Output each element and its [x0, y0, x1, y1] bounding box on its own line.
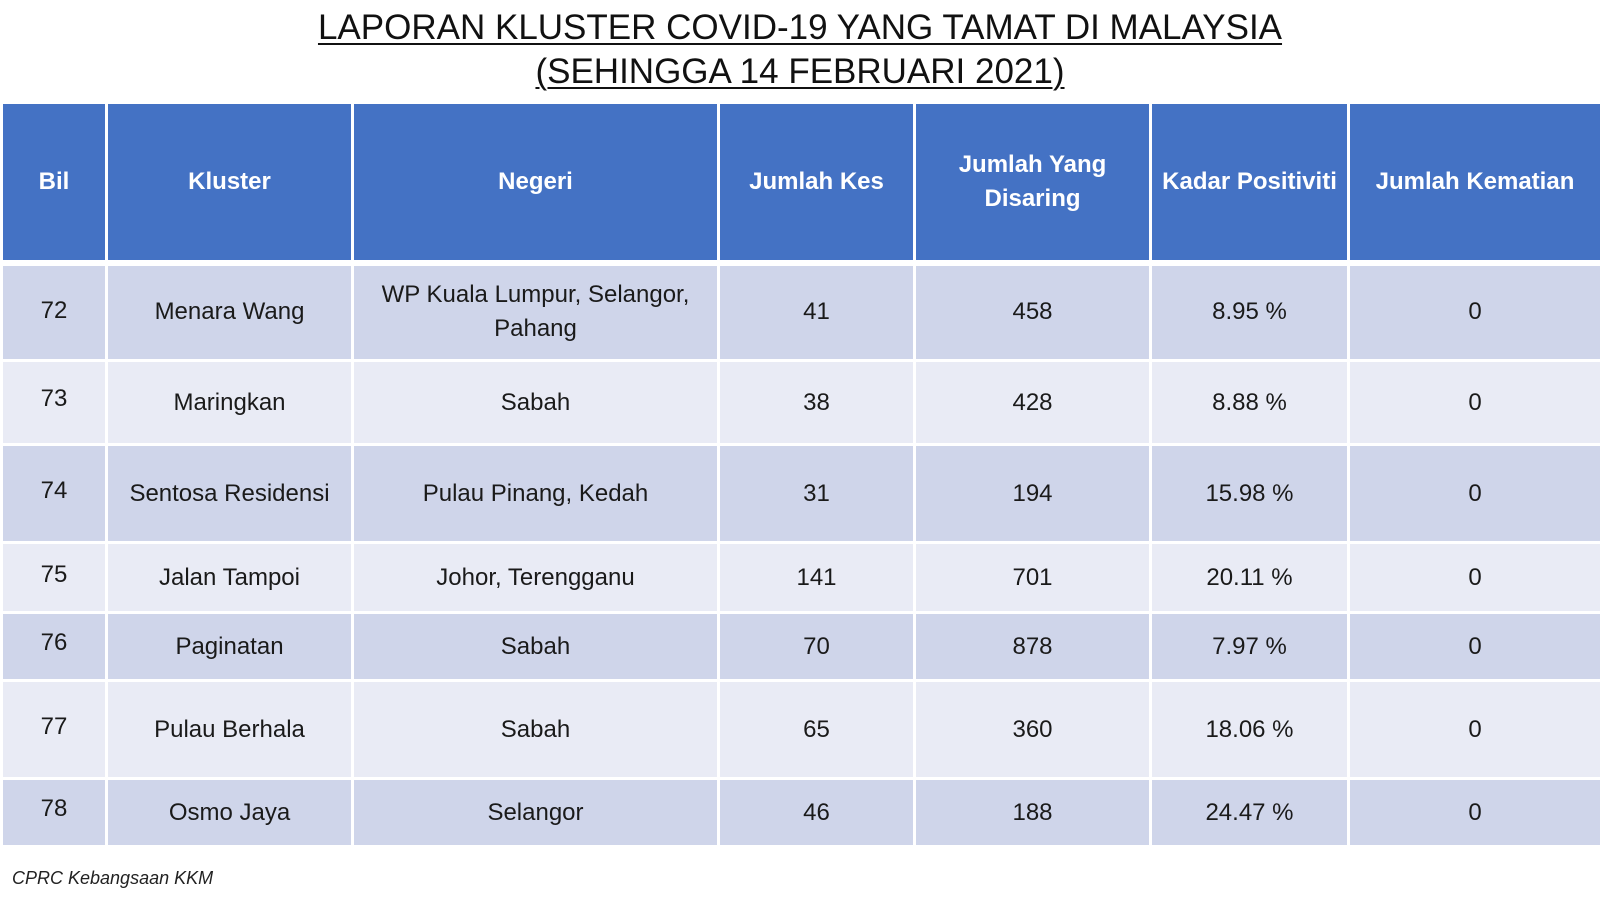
cell-kadar-positiviti: 7.97 %	[1149, 611, 1350, 682]
cell-kluster: Osmo Jaya	[105, 777, 354, 848]
cell-jumlah-kes: 141	[717, 541, 916, 614]
cell-kadar-positiviti: 24.47 %	[1149, 777, 1350, 848]
cell-bil: 76	[0, 611, 108, 682]
cell-jumlah-kes: 70	[717, 611, 916, 682]
header-kluster: Kluster	[105, 101, 354, 266]
cell-negeri: Sabah	[351, 611, 720, 682]
cell-kluster: Menara Wang	[105, 261, 354, 362]
cell-jumlah-disaring: 878	[913, 611, 1152, 682]
cell-bil: 74	[0, 443, 108, 544]
source-note: CPRC Kebangsaan KKM	[12, 868, 214, 888]
table-row: 74 Sentosa Residensi Pulau Pinang, Kedah…	[0, 443, 1600, 544]
cell-jumlah-kematian: 0	[1347, 359, 1600, 446]
cell-kluster: Pulau Berhala	[105, 679, 354, 780]
cell-jumlah-disaring: 360	[913, 679, 1152, 780]
header-jumlah-kes: Jumlah Kes	[717, 101, 916, 266]
cell-jumlah-kematian: 0	[1347, 261, 1600, 362]
cell-bil: 75	[0, 541, 108, 614]
table-row: 78 Osmo Jaya Selangor 46 188 24.47 % 0	[0, 777, 1600, 848]
cell-kadar-positiviti: 8.88 %	[1149, 359, 1350, 446]
table-row: 75 Jalan Tampoi Johor, Terengganu 141 70…	[0, 541, 1600, 614]
header-bil: Bil	[0, 101, 108, 266]
cell-kluster: Sentosa Residensi	[105, 443, 354, 544]
header-jumlah-kematian: Jumlah Kematian	[1347, 101, 1600, 266]
report-title-line-2: (SEHINGGA 14 FEBRUARI 2021)	[535, 52, 1065, 91]
cell-bil: 78	[0, 777, 108, 848]
table-row: 76 Paginatan Sabah 70 878 7.97 % 0	[0, 611, 1600, 682]
cell-jumlah-kematian: 0	[1347, 777, 1600, 848]
cell-jumlah-kematian: 0	[1347, 541, 1600, 614]
cell-jumlah-disaring: 701	[913, 541, 1152, 614]
cell-bil: 72	[0, 261, 108, 362]
cluster-table: Bil Kluster Negeri Jumlah Kes Jumlah Yan…	[0, 101, 1600, 848]
table-row: 73 Maringkan Sabah 38 428 8.88 % 0	[0, 359, 1600, 446]
cell-jumlah-disaring: 458	[913, 261, 1152, 362]
cell-jumlah-kes: 31	[717, 443, 916, 544]
cell-bil: 73	[0, 359, 108, 446]
cell-jumlah-kes: 41	[717, 261, 916, 362]
cell-kluster: Jalan Tampoi	[105, 541, 354, 614]
cell-jumlah-kes: 65	[717, 679, 916, 780]
report-title: LAPORAN KLUSTER COVID-19 YANG TAMAT DI M…	[0, 6, 1600, 94]
cell-jumlah-kematian: 0	[1347, 679, 1600, 780]
header-negeri: Negeri	[351, 101, 720, 266]
cell-kadar-positiviti: 8.95 %	[1149, 261, 1350, 362]
cell-kluster: Paginatan	[105, 611, 354, 682]
cell-kadar-positiviti: 20.11 %	[1149, 541, 1350, 614]
cell-kadar-positiviti: 18.06 %	[1149, 679, 1350, 780]
cell-negeri: Selangor	[351, 777, 720, 848]
cell-jumlah-disaring: 194	[913, 443, 1152, 544]
cell-negeri: Sabah	[351, 679, 720, 780]
cell-negeri: Pulau Pinang, Kedah	[351, 443, 720, 544]
table-row: 72 Menara Wang WP Kuala Lumpur, Selangor…	[0, 261, 1600, 362]
cell-jumlah-kematian: 0	[1347, 611, 1600, 682]
cell-negeri: WP Kuala Lumpur, Selangor, Pahang	[351, 261, 720, 362]
table-header-row: Bil Kluster Negeri Jumlah Kes Jumlah Yan…	[0, 101, 1600, 266]
header-jumlah-disaring: Jumlah Yang Disaring	[913, 101, 1152, 266]
cell-bil: 77	[0, 679, 108, 780]
header-kadar-positiviti: Kadar Positiviti	[1149, 101, 1350, 266]
cell-jumlah-kes: 46	[717, 777, 916, 848]
cell-kluster: Maringkan	[105, 359, 354, 446]
cell-negeri: Sabah	[351, 359, 720, 446]
cell-kadar-positiviti: 15.98 %	[1149, 443, 1350, 544]
cell-jumlah-disaring: 428	[913, 359, 1152, 446]
cell-jumlah-kes: 38	[717, 359, 916, 446]
table-row: 77 Pulau Berhala Sabah 65 360 18.06 % 0	[0, 679, 1600, 780]
cell-negeri: Johor, Terengganu	[351, 541, 720, 614]
report-title-line-1: LAPORAN KLUSTER COVID-19 YANG TAMAT DI M…	[317, 8, 1283, 47]
cell-jumlah-disaring: 188	[913, 777, 1152, 848]
cell-jumlah-kematian: 0	[1347, 443, 1600, 544]
